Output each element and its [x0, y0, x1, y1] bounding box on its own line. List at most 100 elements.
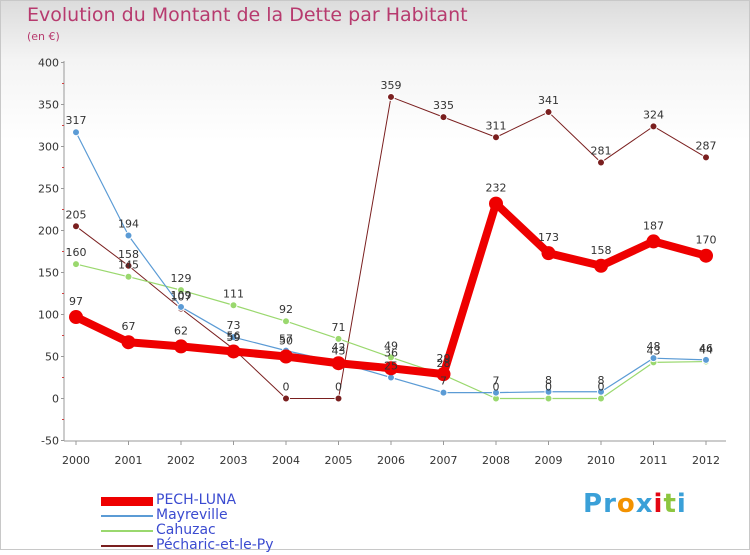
- x-tick-label: 2009: [535, 454, 563, 467]
- y-tick-label: 250: [38, 183, 59, 196]
- legend-label: Mayreville: [156, 507, 228, 523]
- data-point: [436, 367, 451, 382]
- data-label: 335: [433, 99, 454, 112]
- data-label: 8: [598, 374, 605, 387]
- data-label: 160: [66, 246, 87, 259]
- data-point: [649, 122, 658, 131]
- data-label: 187: [643, 219, 664, 232]
- data-point: [489, 196, 503, 211]
- legend-swatch: [101, 496, 153, 506]
- data-label: 170: [696, 234, 717, 247]
- data-label: 194: [118, 218, 139, 231]
- logo-letter: i: [676, 489, 687, 519]
- data-point: [282, 394, 290, 403]
- data-point: [124, 231, 133, 240]
- logo-letter: r: [603, 489, 617, 519]
- data-label: 341: [538, 94, 559, 107]
- data-point: [597, 394, 605, 403]
- x-tick-label: 2005: [325, 454, 353, 467]
- data-label: 46: [699, 342, 713, 355]
- y-tick-label: 100: [38, 309, 59, 322]
- data-label: 129: [171, 272, 192, 285]
- data-label: 36: [384, 346, 398, 359]
- data-label: 8: [545, 374, 552, 387]
- y-tick-label: 300: [38, 141, 59, 154]
- data-point: [439, 388, 448, 397]
- data-label: 0: [598, 381, 605, 394]
- data-point: [387, 92, 395, 101]
- y-tick-label: 350: [38, 99, 59, 112]
- data-point: [174, 339, 188, 354]
- logo-letter: o: [616, 489, 636, 519]
- data-label: 42: [332, 341, 346, 354]
- logo-letter: x: [635, 489, 654, 519]
- data-label: 50: [279, 335, 293, 348]
- y-tick-label: 150: [38, 267, 59, 280]
- data-point: [229, 333, 238, 342]
- legend-label: PECH-LUNA: [156, 492, 237, 508]
- data-label: 67: [122, 320, 136, 333]
- legend-label: Pécharic-et-le-Py: [156, 537, 274, 553]
- data-point: [177, 302, 185, 311]
- data-label: 49: [384, 339, 398, 352]
- x-tick-label: 2007: [430, 454, 458, 467]
- data-point: [702, 153, 710, 162]
- data-label: 158: [591, 244, 612, 257]
- y-tick-label: 200: [38, 225, 59, 238]
- data-point: [439, 113, 448, 122]
- data-label: 232: [486, 182, 507, 195]
- data-label: 0: [493, 381, 500, 394]
- data-point: [177, 286, 185, 295]
- data-label: 44: [699, 344, 713, 357]
- x-tick-label: 2008: [482, 454, 510, 467]
- data-point: [597, 387, 605, 396]
- data-label: 73: [227, 319, 241, 332]
- data-point: [229, 301, 238, 310]
- data-label: 48: [647, 340, 661, 353]
- chart-subtitle: (en €): [27, 30, 60, 43]
- data-label: 7: [493, 375, 500, 388]
- data-point: [226, 344, 241, 359]
- data-label: 56: [227, 329, 241, 342]
- data-point: [334, 334, 343, 343]
- legend-swatch: [101, 515, 153, 517]
- data-label: 0: [335, 381, 342, 394]
- data-label: 43: [332, 344, 346, 357]
- data-label: 173: [538, 231, 559, 244]
- data-label: 0: [545, 381, 552, 394]
- logo-letter: i: [653, 489, 664, 519]
- data-point: [124, 272, 133, 281]
- data-label: 28: [437, 357, 451, 370]
- data-point: [544, 394, 553, 403]
- y-tick-label: 400: [38, 57, 59, 70]
- data-label: 145: [118, 259, 139, 272]
- data-label: 158: [118, 248, 139, 261]
- data-label: 107: [171, 291, 192, 304]
- data-label: 71: [332, 321, 346, 334]
- chart-title: Evolution du Montant de la Dette par Hab…: [27, 4, 468, 26]
- data-point: [69, 310, 83, 325]
- legend-swatch: [101, 545, 153, 547]
- legend-swatch: [101, 530, 153, 532]
- data-label: 97: [69, 295, 83, 308]
- data-point: [387, 353, 395, 362]
- data-label: 43: [647, 344, 661, 357]
- data-point: [72, 128, 80, 137]
- data-label: 205: [66, 208, 87, 221]
- y-tick-label: 0: [52, 393, 59, 406]
- proxiti-logo: Proxiti: [583, 489, 687, 519]
- data-label: 92: [279, 303, 293, 316]
- data-label: 111: [223, 287, 244, 300]
- data-point: [594, 258, 608, 273]
- x-tick-label: 2010: [587, 454, 615, 467]
- data-label: 324: [643, 108, 664, 121]
- logo-letter: t: [663, 489, 677, 519]
- data-point: [72, 222, 80, 231]
- data-label: 59: [227, 331, 241, 344]
- x-tick-label: 2000: [62, 454, 90, 467]
- data-point: [72, 260, 80, 269]
- data-point: [649, 354, 658, 363]
- x-tick-label: 2004: [272, 454, 300, 467]
- data-point: [384, 361, 398, 376]
